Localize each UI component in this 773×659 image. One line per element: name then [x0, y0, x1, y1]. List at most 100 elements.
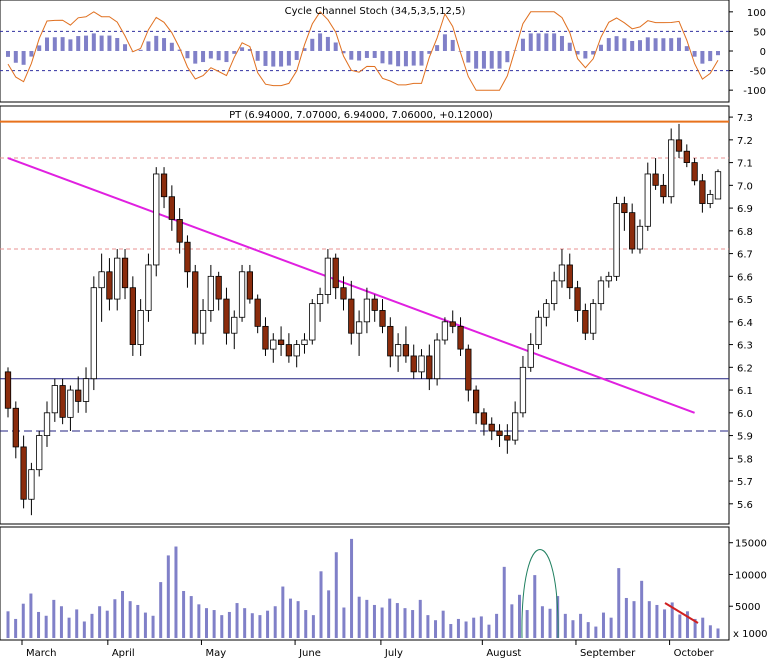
price-candle	[67, 385, 74, 432]
volume-bar	[59, 606, 63, 638]
cycle-histogram-bar	[84, 35, 89, 51]
volume-tick-label-0: 15000	[735, 539, 767, 550]
price-candle	[527, 333, 534, 372]
cycle-histogram-bar	[653, 38, 658, 51]
price-candle	[82, 367, 90, 413]
cycle-histogram-bar	[310, 38, 315, 51]
price-candle-body	[433, 339, 441, 380]
price-tick-label-9: 6.4	[737, 318, 753, 329]
price-candle	[621, 196, 628, 231]
price-candle	[636, 219, 644, 254]
volume-bar	[288, 598, 292, 638]
price-candle	[106, 258, 113, 311]
cycle-histogram-bar	[154, 35, 159, 51]
price-tick-label-12: 6.1	[737, 386, 753, 397]
price-candle	[551, 271, 558, 311]
volume-bar	[663, 609, 667, 638]
cycle-histogram	[6, 33, 720, 69]
price-candle	[332, 253, 339, 300]
volume-bar	[670, 602, 674, 638]
volume-bar	[540, 606, 544, 638]
volume-bar	[533, 575, 537, 638]
month-label-2: May	[205, 648, 226, 659]
price-candle-body	[324, 257, 332, 295]
price-candle	[207, 264, 214, 322]
volume-bar	[273, 606, 277, 638]
cycle-histogram-bar	[575, 51, 580, 55]
cycle-histogram-bar	[263, 51, 268, 66]
price-candle-body	[309, 303, 316, 341]
cycle-histogram-bar	[591, 51, 596, 55]
price-candle	[512, 401, 519, 445]
price-candle-body	[574, 287, 581, 311]
cycle-histogram-bar	[598, 44, 603, 51]
month-label-6: September	[580, 648, 636, 659]
cycle-histogram-bar	[99, 35, 104, 51]
cycle-tick-label-1: 50	[753, 27, 766, 38]
price-candle-body	[176, 219, 183, 243]
price-candle	[114, 249, 121, 311]
volume-bar	[502, 566, 506, 638]
price-candle	[683, 144, 690, 168]
price-candle-body	[67, 389, 74, 418]
cycle-histogram-bar	[216, 51, 221, 61]
cycle-histogram-bar	[162, 38, 167, 51]
volume-bar	[98, 606, 102, 638]
price-candle-body	[441, 321, 449, 341]
cycle-histogram-bar	[286, 51, 291, 66]
cycle-histogram-bar	[700, 51, 705, 64]
price-candle	[316, 287, 324, 322]
price-candle-body	[402, 344, 410, 357]
cycle-histogram-bar	[411, 51, 416, 66]
price-candle-body	[270, 339, 277, 350]
month-label-1: April	[112, 648, 135, 659]
price-candle	[184, 235, 191, 288]
price-candle-body	[246, 271, 253, 300]
price-candle	[488, 417, 495, 441]
volume-bar	[418, 599, 422, 638]
volume-bar	[258, 615, 262, 638]
price-candle	[59, 378, 66, 425]
volume-bar	[426, 615, 430, 638]
price-candle-body	[473, 389, 480, 414]
volume-tick-label-1: 10000	[735, 570, 767, 581]
cycle-histogram-bar	[138, 49, 143, 51]
cycle-histogram-bar	[692, 51, 697, 57]
price-candle-body	[145, 264, 152, 311]
cycle-oscillator-path	[7, 11, 719, 91]
price-candle	[707, 189, 714, 209]
price-candle-body	[137, 310, 144, 345]
volume-bar	[82, 621, 86, 638]
volume-bar	[182, 590, 186, 638]
cycle-histogram-bar	[676, 37, 681, 51]
price-y-axis: 7.3 7.2 7.1 7.0 6.9 6.8 6.7 6.6 6.5 6.4 6.3 6.2 6.1 6…	[729, 113, 753, 511]
cycle-y-axis: 100 50 0 -50 -100	[729, 8, 766, 97]
month-label-0: March	[26, 648, 56, 659]
price-candle	[160, 167, 168, 209]
volume-y-axis: 15000 10000 5000	[729, 539, 767, 613]
cycle-histogram-bar	[708, 51, 713, 62]
price-candle	[238, 264, 246, 322]
price-candle-body	[699, 180, 706, 204]
volume-bar	[52, 599, 56, 638]
month-label-7: October	[674, 648, 715, 659]
price-candle-body	[332, 257, 339, 289]
price-candle	[582, 303, 589, 341]
price-candle	[629, 203, 636, 254]
volume-bar	[571, 620, 575, 638]
price-candle-body	[683, 150, 690, 163]
price-candle	[129, 276, 136, 356]
cycle-histogram-bar	[68, 39, 73, 51]
cycle-histogram-bar	[380, 51, 385, 64]
price-candle	[270, 333, 277, 363]
price-candle-body	[660, 184, 667, 198]
cycle-histogram-bar	[474, 51, 479, 69]
price-candle-body	[457, 325, 464, 350]
price-candle-body	[629, 212, 636, 250]
cycle-histogram-bar	[185, 51, 190, 59]
price-candle-body	[636, 225, 644, 250]
volume-highlight-arc	[521, 549, 559, 639]
price-candle	[121, 249, 129, 300]
price-candle	[473, 385, 480, 425]
price-candle-body	[4, 371, 12, 409]
